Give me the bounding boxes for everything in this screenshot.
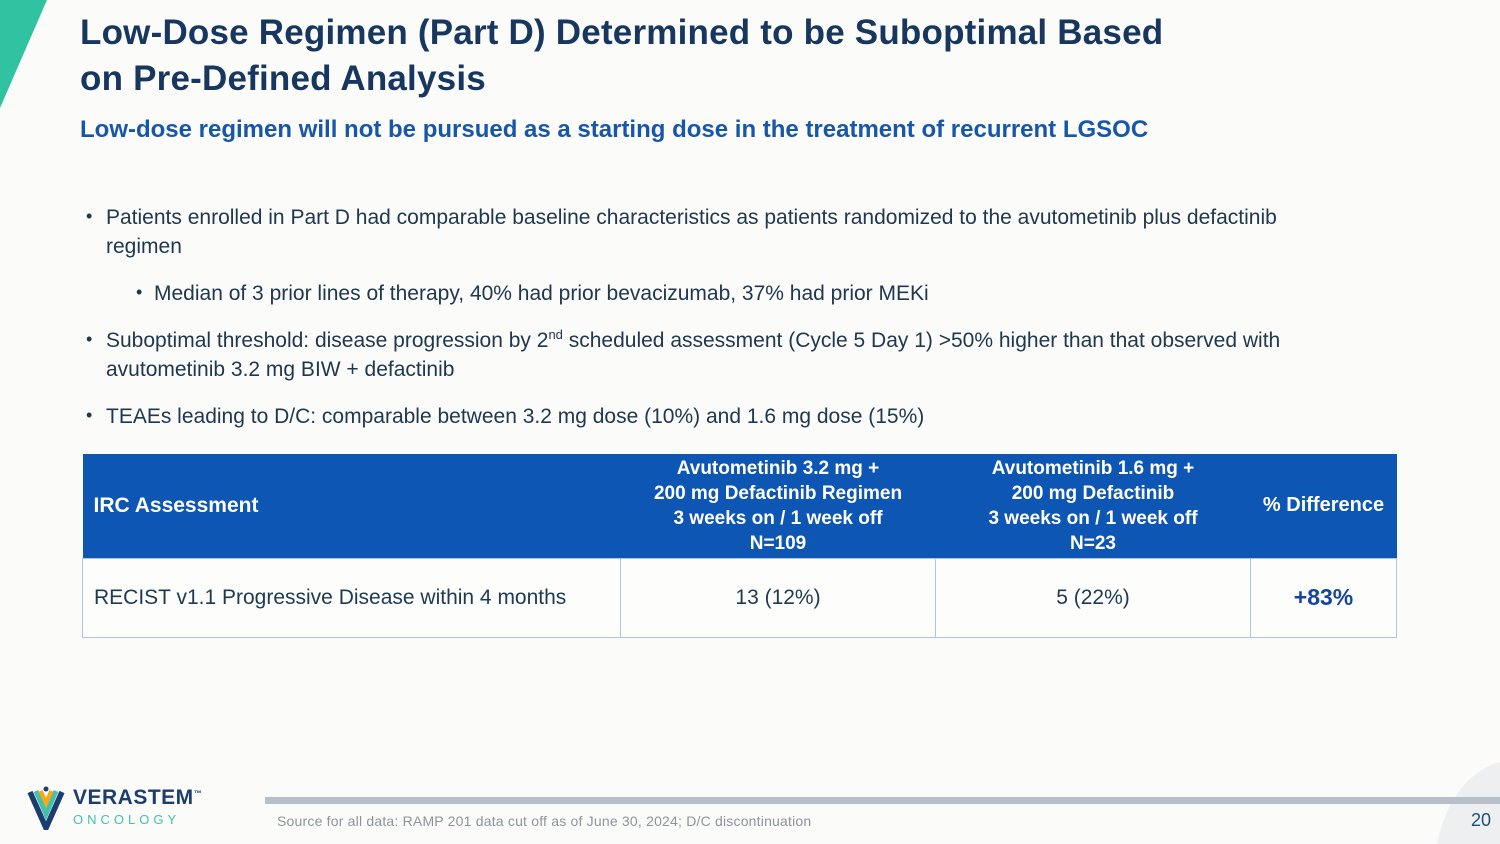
bullet-marker: • [136,282,143,302]
corner-accent-triangle [0,0,47,108]
logo-division-name: ONCOLOGY [73,812,181,827]
page-number: 20 [1470,810,1491,830]
bullet-text: Median of 3 prior lines of therapy, 40% … [154,282,929,305]
bullet-marker: • [86,405,93,425]
cell-assessment-label: RECIST v1.1 Progressive Disease within 4… [82,557,621,638]
bullet-text-end: scheduled assessment (Cycle 5 Day 1) >50… [106,329,1281,381]
footer-divider-bar [265,797,1500,804]
verastem-oncology-logo: VERASTEM™ ONCOLOGY [26,786,202,830]
cell-percent-difference-value: +83% [1250,557,1397,638]
logo-brand-name: VERASTEM™ [73,786,202,810]
bullet-item-suboptimal-threshold: • Suboptimal threshold: disease progress… [84,326,1454,384]
bullet-item-prior-therapy: • Median of 3 prior lines of therapy, 40… [134,279,1454,308]
table-header-row: IRC Assessment Avutometinib 3.2 mg + 200… [82,454,1397,558]
bullet-list: • Patients enrolled in Part D had compar… [84,203,1454,449]
bullet-marker: • [86,206,93,226]
table-row: RECIST v1.1 Progressive Disease within 4… [82,557,1397,638]
table-header-percent-difference: % Difference [1250,454,1397,558]
bullet-text: TEAEs leading to D/C: comparable between… [106,405,925,428]
irc-assessment-table: IRC Assessment Avutometinib 3.2 mg + 200… [82,454,1397,638]
bullet-text-start: Suboptimal threshold: disease progressio… [106,329,549,352]
bullet-item-teaes: • TEAEs leading to D/C: comparable betwe… [84,402,1454,431]
ordinal-superscript: nd [548,327,563,342]
bullet-text: Suboptimal threshold: disease progressio… [106,327,1281,381]
cell-regimen-3-2mg-value: 13 (12%) [620,557,936,638]
slide-subtitle: Low-dose regimen will not be pursued as … [80,116,1149,143]
slide-title: Low-Dose Regimen (Part D) Determined to … [80,13,1164,98]
bullet-text: Patients enrolled in Part D had comparab… [106,206,1277,258]
bullet-item-baseline-characteristics: • Patients enrolled in Part D had compar… [84,203,1454,261]
cell-regimen-1-6mg-value: 5 (22%) [935,557,1251,638]
logo-text: VERASTEM™ ONCOLOGY [73,786,202,827]
table-header-regimen-1-6mg: Avutometinib 1.6 mg + 200 mg Defactinib … [935,454,1251,558]
table-header-irc-assessment: IRC Assessment [82,454,621,558]
trademark-symbol: ™ [193,789,203,798]
bullet-marker: • [86,329,93,349]
logo-brand-label: VERASTEM [73,786,194,809]
source-note: Source for all data: RAMP 201 data cut o… [277,813,812,829]
verastem-logo-v-mark [27,786,65,830]
table-header-regimen-3-2mg: Avutometinib 3.2 mg + 200 mg Defactinib … [620,454,936,558]
